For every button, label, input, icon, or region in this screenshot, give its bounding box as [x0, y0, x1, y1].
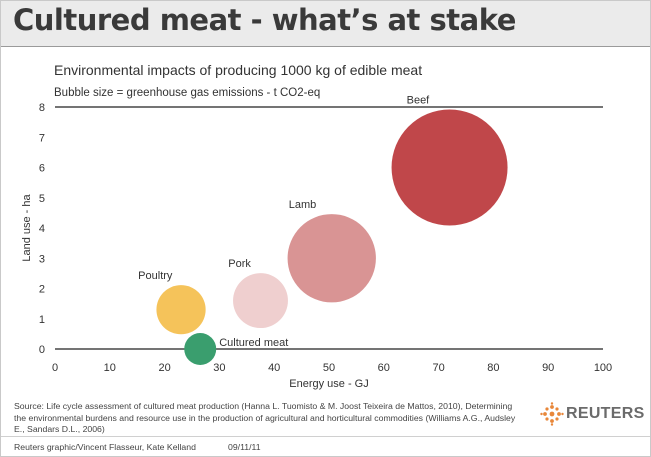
y-tick-label: 5 [39, 193, 45, 205]
x-tick-label: 100 [594, 362, 612, 374]
reuters-logo: REUTERS [540, 402, 650, 428]
data-label-lamb: Lamb [289, 199, 317, 211]
graphic-date: 09/11/11 [228, 442, 261, 452]
page-title: Cultured meat - what’s at stake [13, 3, 516, 37]
y-tick-label: 2 [39, 284, 45, 296]
bubble-poultry [156, 285, 206, 335]
bubble-beef [391, 109, 508, 226]
data-label-cultured-meat: Cultured meat [219, 337, 288, 349]
data-label-pork: Pork [228, 258, 251, 270]
x-tick-label: 80 [487, 362, 499, 374]
source-note: Source: Life cycle assessment of culture… [14, 401, 516, 435]
bubble-pork [233, 273, 288, 329]
title-divider [1, 46, 650, 47]
x-tick-label: 90 [542, 362, 554, 374]
x-tick-label: 60 [378, 362, 390, 374]
graphic-credit: Reuters graphic/Vincent Flasseur, Kate K… [14, 442, 196, 452]
x-tick-label: 0 [52, 362, 58, 374]
logo-wordmark: REUTERS [566, 405, 645, 422]
y-tick-label: 7 [39, 132, 45, 144]
x-tick-label: 30 [213, 362, 225, 374]
bubble-size-note: Bubble size = greenhouse gas emissions -… [54, 87, 321, 99]
x-tick-label: 20 [158, 362, 170, 374]
bubble-cultured-meat [184, 333, 217, 365]
chart-subtitle: Environmental impacts of producing 1000 … [54, 62, 423, 78]
x-tick-label: 70 [432, 362, 444, 374]
y-axis-label: Land use - ha [21, 193, 33, 261]
bubble-lamb [287, 214, 376, 303]
x-tick-label: 50 [323, 362, 335, 374]
x-tick-label: 40 [268, 362, 280, 374]
y-tick-label: 8 [39, 102, 45, 114]
x-tick-label: 10 [104, 362, 116, 374]
data-label-poultry: Poultry [138, 270, 173, 282]
y-tick-label: 1 [39, 314, 45, 326]
y-tick-label: 0 [39, 344, 45, 356]
x-axis-label: Energy use - GJ [289, 378, 368, 390]
data-label-beef: Beef [407, 95, 431, 107]
title-bar: Cultured meat - what’s at stake [1, 1, 650, 46]
footer-divider [1, 436, 650, 437]
y-tick-label: 6 [39, 163, 45, 175]
reuters-dot-logo-icon [540, 402, 564, 426]
y-tick-label: 4 [39, 223, 45, 235]
y-tick-label: 3 [39, 253, 45, 265]
